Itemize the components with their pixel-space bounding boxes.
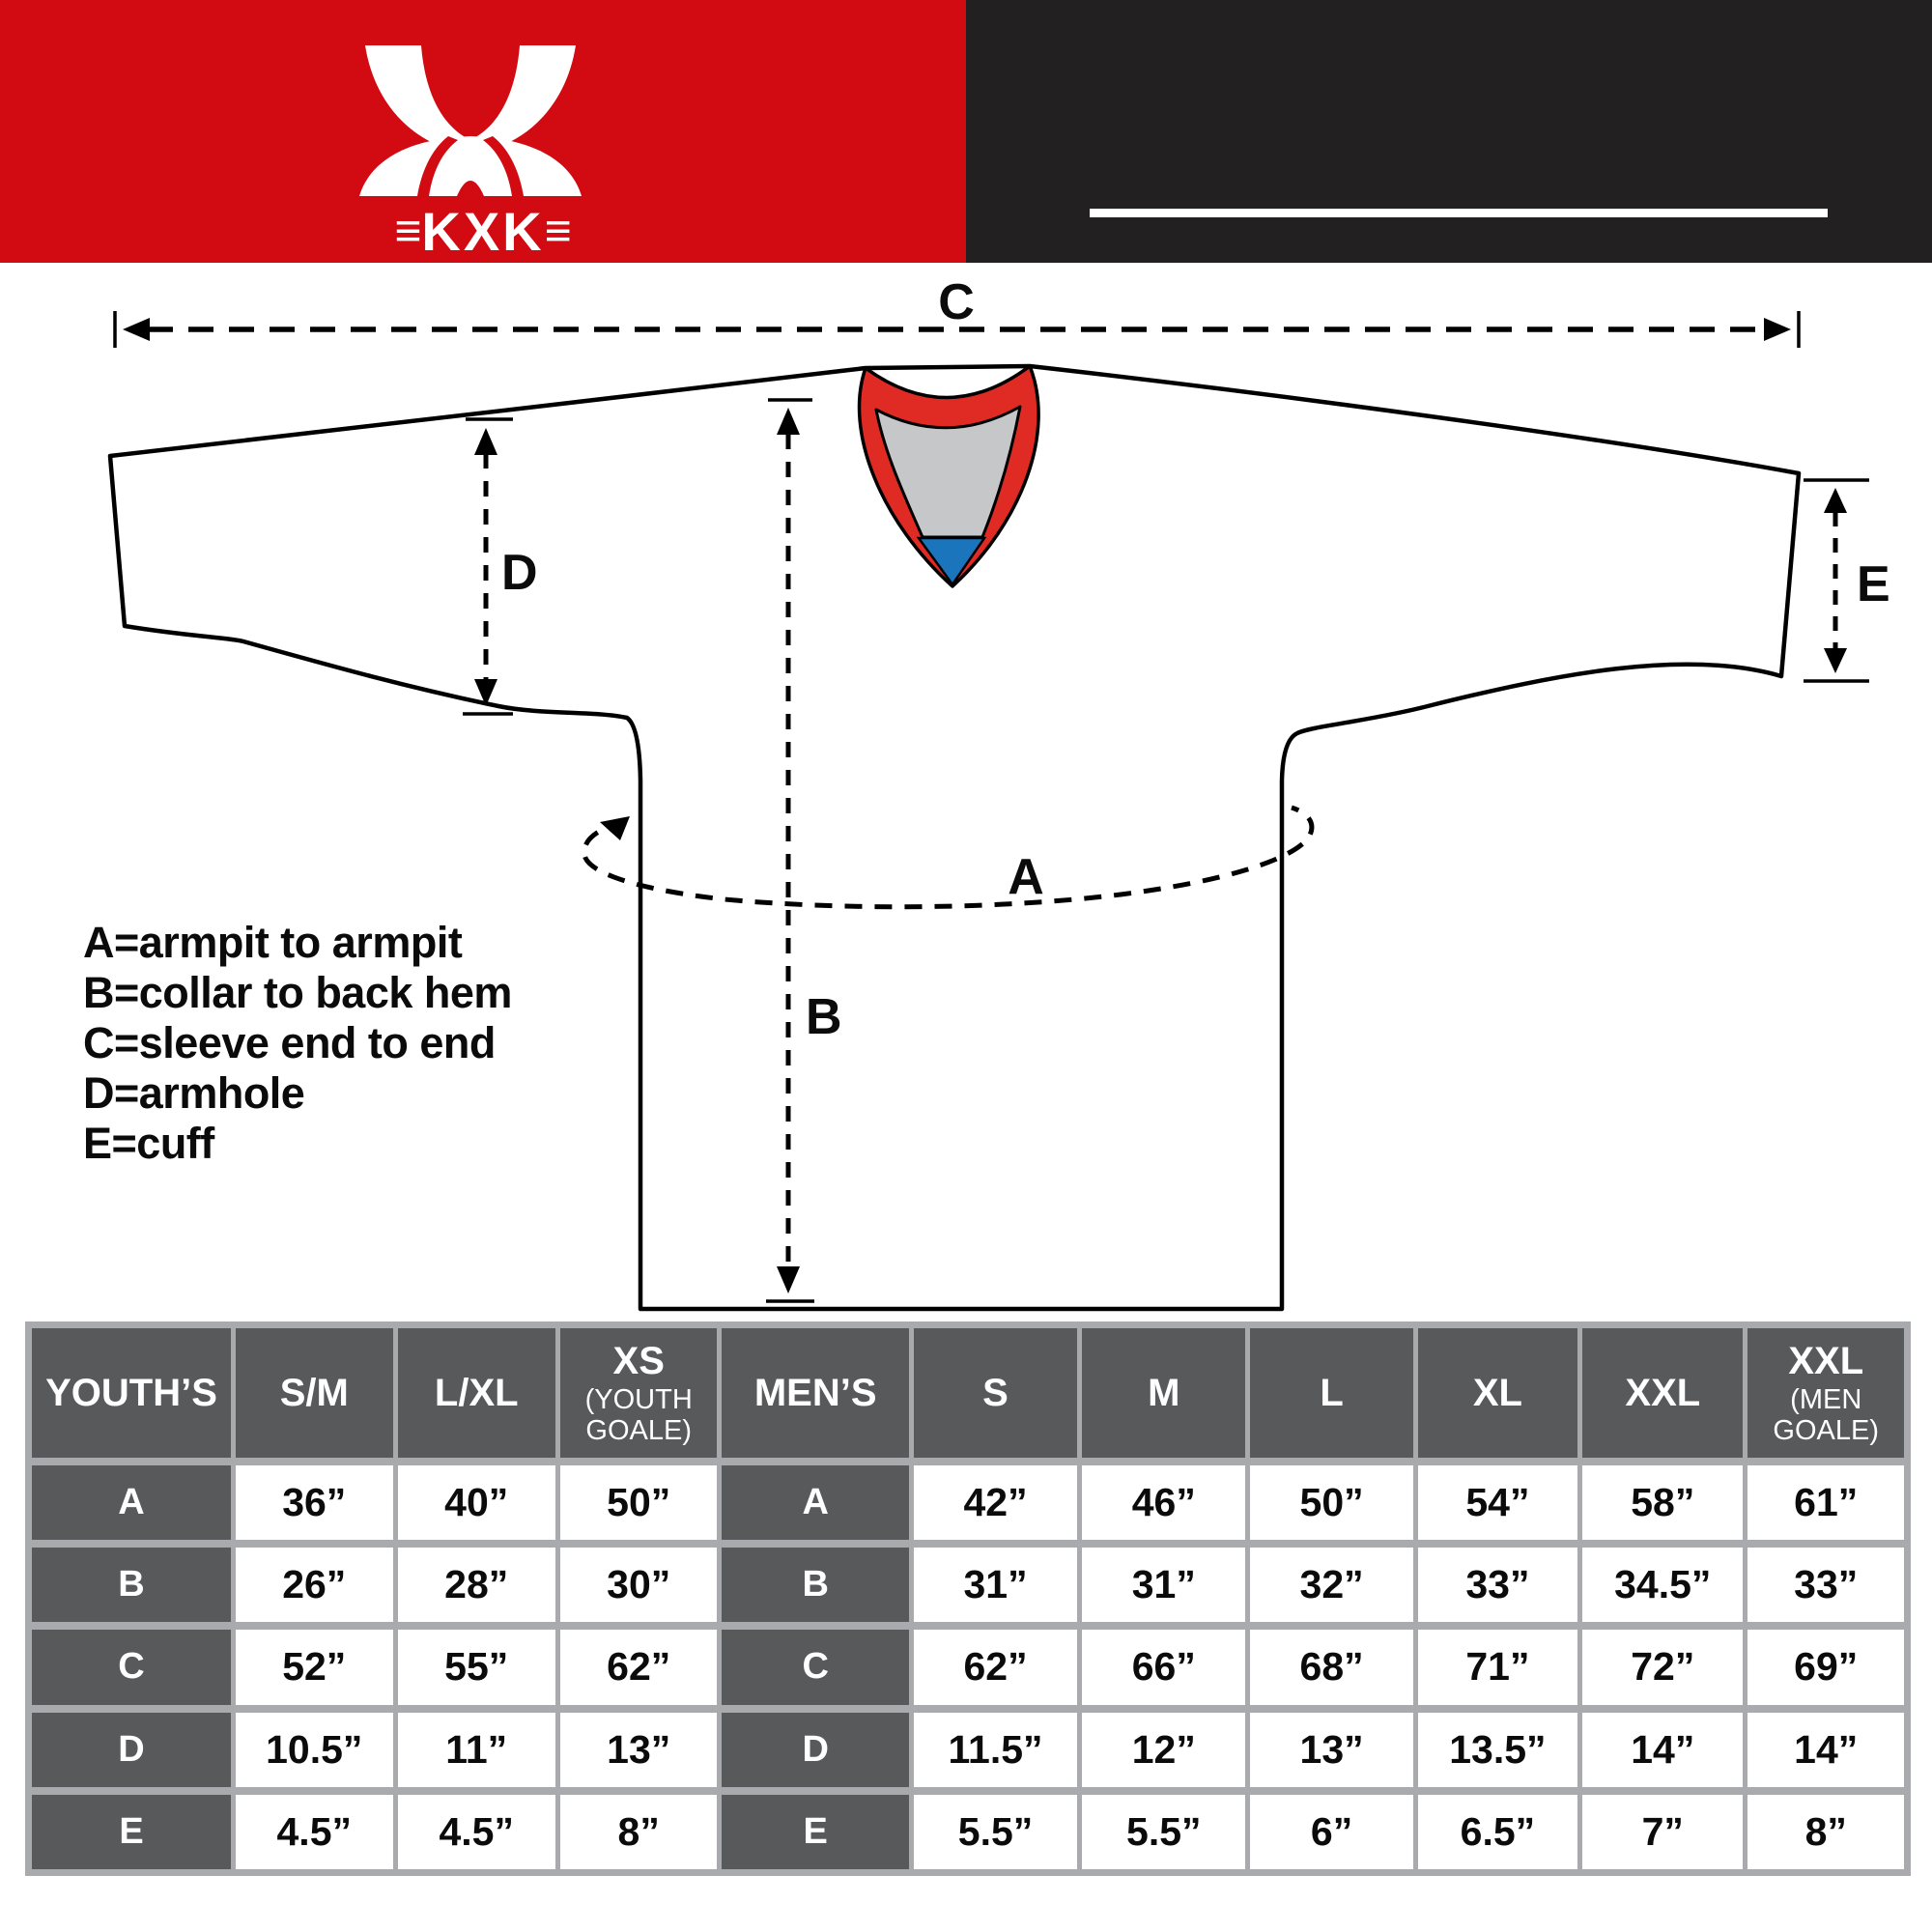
cell-youth-e-sm: 4.5”	[236, 1794, 393, 1869]
cell-men-b-s: 31”	[913, 1548, 1078, 1623]
col-header-men-xl: XL	[1417, 1328, 1578, 1458]
cell-youth-d-lxl: 11”	[397, 1712, 555, 1787]
cell-men-c-l: 68”	[1250, 1630, 1413, 1705]
row-label-men-c: C	[722, 1630, 909, 1705]
col-header-youth-xs-goalie: XS (YOUTH GOALE)	[559, 1328, 718, 1458]
title-header: SIZE CHART	[966, 0, 1932, 263]
measurement-legend: A=armpit to armpit B=collar to back hem …	[83, 918, 512, 1169]
col-header-men-xxl: XXL	[1582, 1328, 1744, 1458]
legend-line-b: B=collar to back hem	[83, 968, 512, 1017]
measure-b-label: B	[806, 989, 842, 1045]
cell-men-a-xxl: 58”	[1582, 1465, 1744, 1541]
title-underline	[1090, 209, 1828, 217]
cell-men-c-xxlg: 69”	[1747, 1630, 1904, 1705]
cell-youth-b-xs: 30”	[559, 1548, 718, 1623]
cell-men-e-s: 5.5”	[913, 1794, 1078, 1869]
cell-men-b-xl: 33”	[1417, 1548, 1578, 1623]
row-label-youth-a: A	[32, 1465, 232, 1541]
cell-men-e-xxlg: 8”	[1747, 1794, 1904, 1869]
measure-d-label: D	[501, 545, 538, 601]
cell-men-c-s: 62”	[913, 1630, 1078, 1705]
cell-youth-e-xs: 8”	[559, 1794, 718, 1869]
cell-men-b-xxlg: 33”	[1747, 1548, 1904, 1623]
cell-men-a-l: 50”	[1250, 1465, 1413, 1541]
cell-men-c-m: 66”	[1082, 1630, 1246, 1705]
cell-men-d-xl: 13.5”	[1417, 1712, 1578, 1787]
cell-men-c-xxl: 72”	[1582, 1630, 1744, 1705]
logo-right-bars: ≡	[544, 206, 572, 257]
cell-men-d-s: 11.5”	[913, 1712, 1078, 1787]
col-header-men-xxl-goalie: XXL (MEN GOALE)	[1747, 1328, 1904, 1458]
col-header-men-l: L	[1250, 1328, 1413, 1458]
kxk-logo-icon	[359, 45, 582, 196]
cell-youth-d-xs: 13”	[559, 1712, 718, 1787]
cell-youth-b-sm: 26”	[236, 1548, 393, 1623]
legend-line-c: C=sleeve end to end	[83, 1018, 496, 1067]
row-label-men-e: E	[722, 1794, 909, 1869]
col-header-youths: YOUTH’S	[32, 1328, 232, 1458]
col-header-youth-lxl: L/XL	[397, 1328, 555, 1458]
row-label-youth-e: E	[32, 1794, 232, 1869]
collar-tie-triangle	[916, 536, 987, 587]
brand-header: ≡KXK≡	[0, 0, 966, 263]
cell-men-e-xl: 6.5”	[1417, 1794, 1578, 1869]
col-header-men-s: S	[913, 1328, 1078, 1458]
cell-men-d-xxlg: 14”	[1747, 1712, 1904, 1787]
brand-name: KXK	[421, 201, 545, 262]
legend-line-a: A=armpit to armpit	[83, 918, 463, 967]
cell-youth-a-lxl: 40”	[397, 1465, 555, 1541]
cell-men-d-xxl: 14”	[1582, 1712, 1744, 1787]
size-table: YOUTH’S S/M L/XL XS (YOUTH GOALE) MEN’S S…	[25, 1321, 1911, 1876]
cell-youth-d-sm: 10.5”	[236, 1712, 393, 1787]
collar-inner	[874, 405, 1022, 539]
cell-men-e-xxl: 7”	[1582, 1794, 1744, 1869]
measure-d-arrow	[463, 417, 513, 716]
measure-c-label: C	[938, 274, 975, 330]
cell-youth-c-xs: 62”	[559, 1630, 718, 1705]
cell-men-a-xl: 54”	[1417, 1465, 1578, 1541]
row-label-men-b: B	[722, 1548, 909, 1623]
cell-men-a-m: 46”	[1082, 1465, 1246, 1541]
measure-c-arrow	[113, 311, 1801, 348]
brand-logo-text: ≡KXK≡	[0, 203, 966, 261]
cell-men-b-l: 32”	[1250, 1548, 1413, 1623]
cell-youth-a-xs: 50”	[559, 1465, 718, 1541]
cell-youth-b-lxl: 28”	[397, 1548, 555, 1623]
jersey-outline	[107, 363, 1802, 1312]
cell-men-c-xl: 71”	[1417, 1630, 1578, 1705]
cell-men-a-s: 42”	[913, 1465, 1078, 1541]
cell-youth-c-sm: 52”	[236, 1630, 393, 1705]
logo-left-bars: ≡	[394, 206, 422, 257]
cell-men-d-l: 13”	[1250, 1712, 1413, 1787]
cell-men-b-m: 31”	[1082, 1548, 1246, 1623]
row-label-men-a: A	[722, 1465, 909, 1541]
legend-line-d: D=armhole	[83, 1068, 305, 1118]
measure-e-label: E	[1857, 556, 1890, 612]
cell-men-a-xxlg: 61”	[1747, 1465, 1904, 1541]
cell-youth-a-sm: 36”	[236, 1465, 393, 1541]
row-label-youth-b: B	[32, 1548, 232, 1623]
cell-men-d-m: 12”	[1082, 1712, 1246, 1787]
legend-line-e: E=cuff	[83, 1119, 214, 1168]
cell-youth-e-lxl: 4.5”	[397, 1794, 555, 1869]
row-label-youth-c: C	[32, 1630, 232, 1705]
cell-youth-c-lxl: 55”	[397, 1630, 555, 1705]
cell-men-b-xxl: 34.5”	[1582, 1548, 1744, 1623]
measure-b-arrow	[766, 398, 814, 1303]
cell-men-e-l: 6”	[1250, 1794, 1413, 1869]
row-label-youth-d: D	[32, 1712, 232, 1787]
measure-a-label: A	[1008, 849, 1044, 905]
col-header-men-m: M	[1082, 1328, 1246, 1458]
measure-e-arrow	[1804, 478, 1869, 683]
cell-men-e-m: 5.5”	[1082, 1794, 1246, 1869]
col-header-youth-sm: S/M	[236, 1328, 393, 1458]
measure-a-arrow	[582, 805, 1315, 910]
row-label-men-d: D	[722, 1712, 909, 1787]
col-header-mens: MEN’S	[722, 1328, 909, 1458]
